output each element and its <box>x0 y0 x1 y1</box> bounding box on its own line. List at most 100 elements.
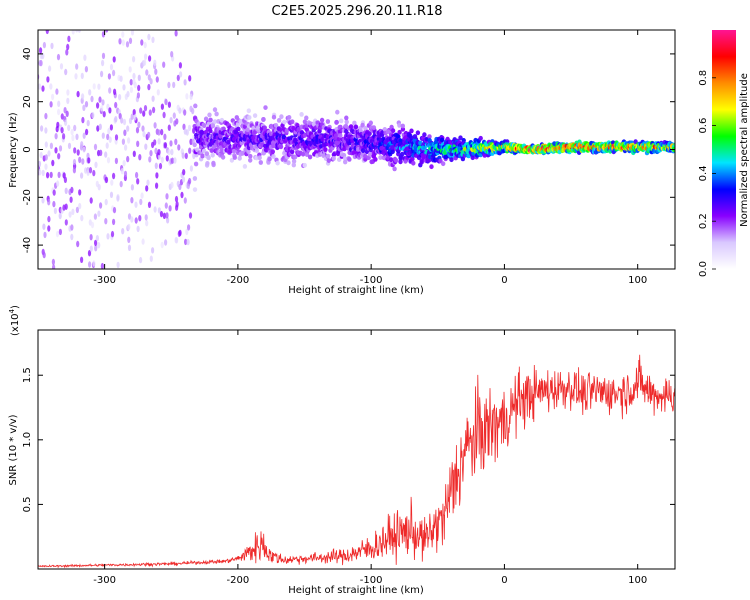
heatmap-cell <box>100 262 104 269</box>
heatmap-cell <box>68 211 72 218</box>
heatmap-cell <box>47 215 51 223</box>
heatmap-cell <box>279 114 284 120</box>
heatmap-cell <box>140 0 143 6</box>
heatmap-cell <box>71 134 75 141</box>
heatmap-cell <box>369 159 374 165</box>
heatmap-cell <box>102 111 106 118</box>
heatmap-cell <box>174 195 179 203</box>
heatmap-cell <box>92 297 95 303</box>
heatmap-cell <box>158 162 163 170</box>
spectrogram-x-ticks: -300 -200 -100 0 100 <box>93 30 647 286</box>
heatmap-cell <box>141 125 145 132</box>
heatmap-cell <box>139 107 143 114</box>
heatmap-cell <box>125 280 128 286</box>
heatmap-cell <box>390 149 395 155</box>
heatmap-cell <box>55 230 60 238</box>
heatmap-cell <box>52 189 56 196</box>
heatmap-cell <box>54 133 58 140</box>
heatmap-cell <box>58 228 63 236</box>
heatmap-cell <box>151 36 155 43</box>
heatmap-cells <box>38 0 675 309</box>
heatmap-cell <box>176 74 180 82</box>
heatmap-cell <box>460 156 466 162</box>
heatmap-cell <box>204 151 210 157</box>
heatmap-cell <box>157 138 161 145</box>
heatmap-cell <box>290 119 295 125</box>
heatmap-cell <box>42 41 47 49</box>
heatmap-cell <box>337 157 342 163</box>
heatmap-cell <box>261 117 266 122</box>
heatmap-cell <box>148 156 152 163</box>
heatmap-cell <box>140 39 144 46</box>
heatmap-cell <box>44 163 48 170</box>
heatmap-cell <box>429 164 434 170</box>
heatmap-cell <box>167 101 171 108</box>
heatmap-cell <box>73 124 77 132</box>
heatmap-cell <box>188 212 193 219</box>
heatmap-cell <box>104 198 108 206</box>
heatmap-cell <box>378 155 383 160</box>
snr-x-ticks: -300 -200 -100 0 100 <box>93 330 647 586</box>
colorbar-tick-label: 0.2 <box>698 213 709 229</box>
heatmap-cell <box>126 155 130 163</box>
heatmap-cell <box>182 123 186 130</box>
heatmap-cell <box>63 107 67 114</box>
heatmap-cell <box>170 51 174 58</box>
heatmap-cell <box>116 261 120 269</box>
heatmap-cell <box>92 169 96 177</box>
heatmap-cell <box>92 260 96 267</box>
heatmap-cell <box>91 5 94 11</box>
heatmap-cell <box>78 202 82 210</box>
heatmap-cell <box>275 160 280 166</box>
heatmap-cell <box>129 86 133 94</box>
heatmap-cell <box>291 158 297 164</box>
heatmap-cell <box>87 250 92 257</box>
heatmap-cell <box>108 87 112 94</box>
heatmap-cell <box>339 118 344 124</box>
heatmap-cell <box>331 152 337 158</box>
heatmap-cell <box>160 241 164 249</box>
heatmap-cell <box>72 303 75 309</box>
heatmap-cell <box>184 238 188 246</box>
heatmap-cell <box>67 35 71 42</box>
heatmap-cell <box>206 155 211 161</box>
heatmap-cell <box>82 146 86 153</box>
heatmap-cell <box>100 105 104 112</box>
heatmap-cell <box>51 258 56 266</box>
heatmap-cell <box>393 158 399 163</box>
heatmap-cell <box>246 149 251 155</box>
heatmap-cell <box>135 171 139 179</box>
heatmap-cell <box>132 150 136 157</box>
heatmap-cell <box>44 154 48 161</box>
heatmap-cell <box>145 69 149 76</box>
heatmap-cell <box>343 159 348 165</box>
heatmap-cell <box>212 107 218 113</box>
heatmap-cell <box>157 149 161 156</box>
heatmap-cell <box>348 124 354 129</box>
heatmap-cell <box>155 172 159 179</box>
heatmap-cell <box>165 155 169 162</box>
heatmap-cell <box>44 127 48 134</box>
heatmap-cell <box>81 158 85 165</box>
heatmap-cell <box>58 145 63 152</box>
heatmap-cell <box>106 157 111 164</box>
heatmap-cell <box>397 129 402 135</box>
heatmap-cell <box>66 97 70 105</box>
heatmap-cell <box>138 154 142 161</box>
heatmap-cell <box>145 220 149 227</box>
heatmap-cell <box>60 127 64 134</box>
heatmap-cell <box>70 233 74 241</box>
heatmap-cell <box>236 126 241 132</box>
heatmap-cell <box>78 189 82 196</box>
heatmap-cell <box>302 162 307 168</box>
heatmap-cell <box>415 130 421 136</box>
heatmap-cell <box>147 33 151 41</box>
heatmap-cell <box>135 127 140 134</box>
y-tick-label: -20 <box>22 189 33 205</box>
heatmap-cell <box>86 119 90 127</box>
heatmap-cell <box>200 153 205 159</box>
heatmap-cell <box>368 120 373 126</box>
heatmap-cell <box>130 197 134 204</box>
heatmap-cell <box>47 225 51 232</box>
heatmap-cell <box>132 72 136 80</box>
